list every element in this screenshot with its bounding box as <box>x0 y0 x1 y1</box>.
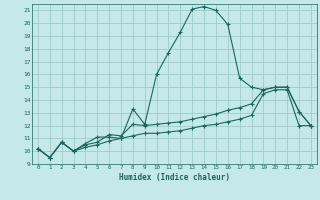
X-axis label: Humidex (Indice chaleur): Humidex (Indice chaleur) <box>119 173 230 182</box>
